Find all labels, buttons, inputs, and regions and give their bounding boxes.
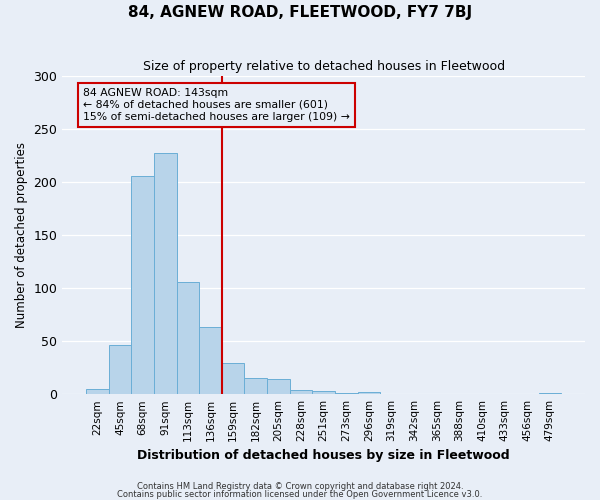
Bar — [199, 328, 222, 394]
Bar — [290, 390, 313, 394]
Text: Contains HM Land Registry data © Crown copyright and database right 2024.: Contains HM Land Registry data © Crown c… — [137, 482, 463, 491]
Bar — [539, 393, 561, 394]
X-axis label: Distribution of detached houses by size in Fleetwood: Distribution of detached houses by size … — [137, 450, 510, 462]
Bar — [358, 392, 380, 394]
Bar — [154, 153, 176, 394]
Bar — [176, 282, 199, 394]
Bar — [131, 176, 154, 394]
Text: 84, AGNEW ROAD, FLEETWOOD, FY7 7BJ: 84, AGNEW ROAD, FLEETWOOD, FY7 7BJ — [128, 5, 472, 20]
Bar — [335, 393, 358, 394]
Bar — [109, 346, 131, 394]
Bar — [222, 364, 244, 394]
Bar — [313, 391, 335, 394]
Text: 84 AGNEW ROAD: 143sqm
← 84% of detached houses are smaller (601)
15% of semi-det: 84 AGNEW ROAD: 143sqm ← 84% of detached … — [83, 88, 350, 122]
Bar — [86, 389, 109, 394]
Text: Contains public sector information licensed under the Open Government Licence v3: Contains public sector information licen… — [118, 490, 482, 499]
Bar — [244, 378, 267, 394]
Bar — [267, 380, 290, 394]
Title: Size of property relative to detached houses in Fleetwood: Size of property relative to detached ho… — [143, 60, 505, 73]
Y-axis label: Number of detached properties: Number of detached properties — [15, 142, 28, 328]
